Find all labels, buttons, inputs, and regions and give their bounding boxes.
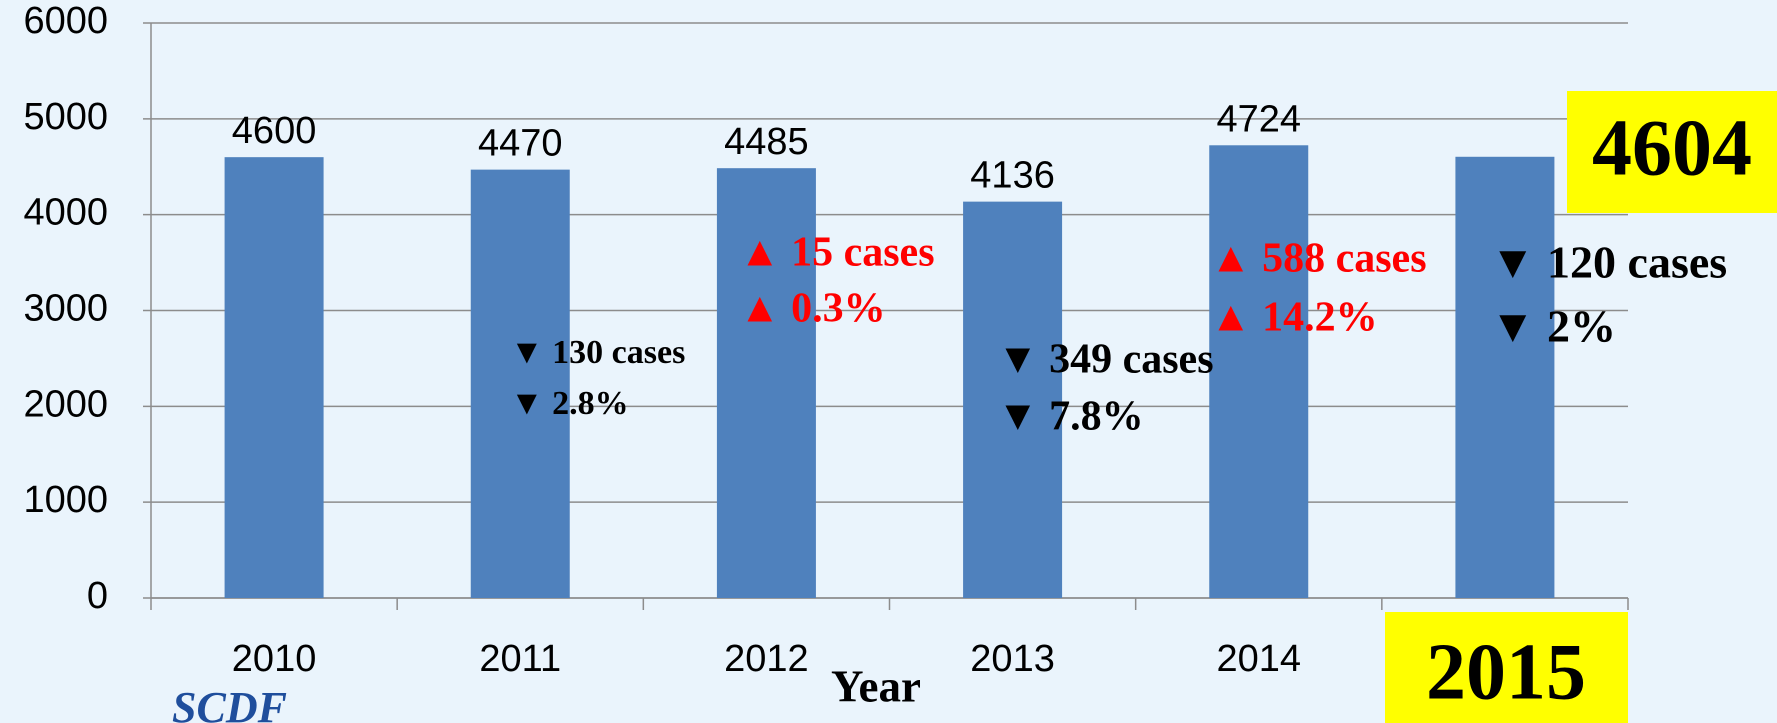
bar (1455, 156, 1555, 599)
x-tick-label: 2013 (970, 638, 1055, 680)
x-tick-label: 2011 (479, 638, 561, 680)
y-tick-label: 4000 (23, 192, 108, 234)
highlight-box (1385, 612, 1628, 723)
value-label: 4724 (1216, 98, 1301, 140)
annotation: ▼ 2.8% (510, 385, 629, 422)
value-label: 4470 (478, 123, 563, 165)
value-label: 4485 (724, 121, 809, 163)
bar (963, 201, 1063, 598)
y-tick-label: 0 (87, 575, 108, 617)
y-tick-label: 3000 (23, 288, 108, 330)
x-tick-label: 2014 (1216, 638, 1301, 680)
x-tick-label: 2010 (232, 638, 317, 680)
value-label: 4600 (232, 110, 317, 152)
annotation: ▼ 2% (1490, 301, 1616, 352)
x-tick-label: 2012 (724, 638, 809, 680)
annotation: ▲ 588 cases (1210, 236, 1427, 282)
highlight-box (1567, 91, 1777, 213)
annotation: ▼ 120 cases (1490, 237, 1727, 288)
bar (470, 169, 570, 598)
annotation: ▼ 7.8% (997, 394, 1144, 440)
annotation: ▲ 0.3% (739, 286, 886, 332)
y-tick-label: 6000 (23, 0, 108, 42)
x-axis-title: Year (831, 661, 921, 711)
y-tick-label: 1000 (23, 479, 108, 521)
bar (716, 168, 816, 598)
x-tick-label: 2015 (1426, 628, 1586, 716)
y-tick-label: 2000 (23, 383, 108, 425)
annotation: ▲ 15 cases (739, 230, 935, 276)
value-label: 4604 (1592, 104, 1752, 192)
annotation: ▼ 130 cases (510, 334, 685, 371)
y-tick-label: 5000 (23, 96, 108, 138)
bar (1209, 145, 1309, 599)
annotation: ▼ 349 cases (997, 337, 1214, 383)
logo-text: SCDF (172, 683, 287, 723)
bar (224, 157, 324, 598)
annotation: ▲ 14.2% (1210, 295, 1378, 341)
value-label: 4136 (970, 155, 1055, 197)
